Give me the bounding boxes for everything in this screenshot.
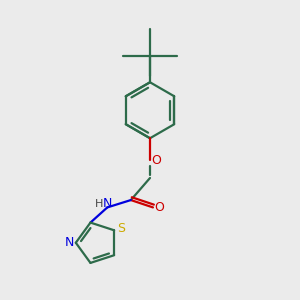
Text: N: N [103, 197, 112, 210]
Text: H: H [95, 199, 103, 209]
Text: O: O [154, 201, 164, 214]
Text: N: N [64, 236, 74, 249]
Text: S: S [117, 222, 124, 235]
Text: O: O [152, 154, 161, 167]
